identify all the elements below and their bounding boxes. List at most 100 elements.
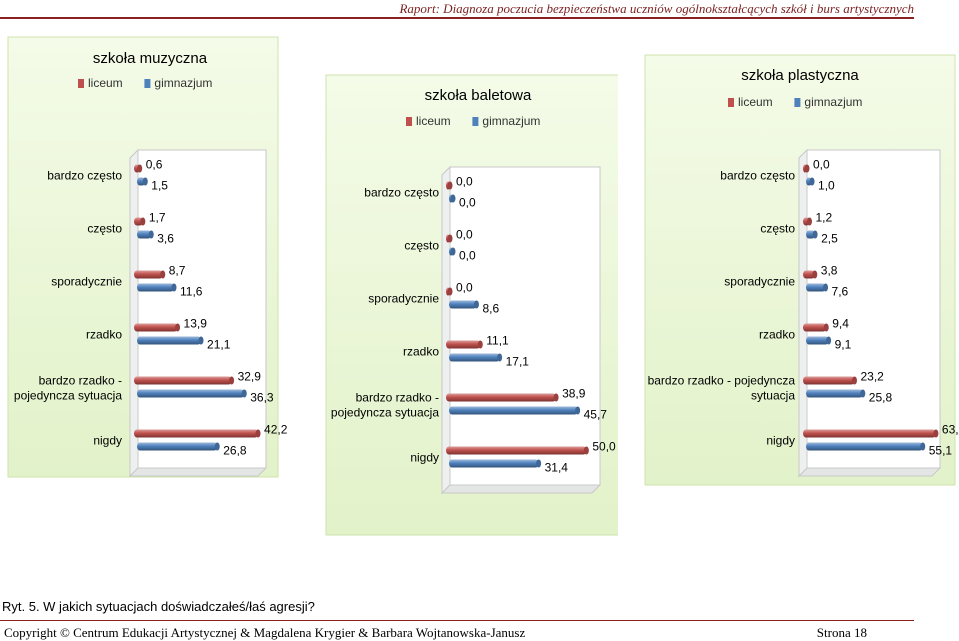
bar-cap xyxy=(536,459,542,468)
category-label-line: bardzo często xyxy=(720,169,795,183)
bar-gimnazjum xyxy=(137,336,204,345)
bar-liceum xyxy=(134,429,261,438)
category-label-line: często xyxy=(87,222,122,236)
bar-gimnazjum xyxy=(806,336,832,345)
data-label-gimnazjum: 11,6 xyxy=(180,285,203,299)
data-label-liceum: 0,6 xyxy=(146,158,163,172)
legend-swatch-liceum xyxy=(728,98,734,107)
data-label-gimnazjum: 0,0 xyxy=(459,196,476,210)
bar-cap xyxy=(583,446,589,455)
bar-body xyxy=(806,283,826,292)
bar-gimnazjum xyxy=(449,300,479,309)
data-label-gimnazjum: 8,6 xyxy=(482,302,499,316)
chart-music-school-svg: szkoła muzyczna liceum gimnazjum bardzo czę… xyxy=(7,36,288,478)
bar-cap xyxy=(447,234,453,243)
bar-cap xyxy=(860,389,866,398)
legend-label-gimnazjum: gimnazjum xyxy=(482,114,540,128)
bar-liceum xyxy=(803,323,829,332)
bar-cap xyxy=(497,353,503,362)
legend-swatch-liceum xyxy=(78,79,84,88)
bar-body xyxy=(134,376,232,385)
category-label: nigdy xyxy=(410,451,439,465)
plot-back-wall xyxy=(449,166,601,486)
legend-label-liceum: liceum xyxy=(88,76,123,90)
bar-cap xyxy=(812,230,818,239)
bar-cap xyxy=(823,283,829,292)
bar-cap xyxy=(171,283,177,292)
category-label: bardzo rzadko -pojedyncza sytuacja xyxy=(331,391,439,420)
bar-cap xyxy=(229,376,235,385)
plot-side-wall xyxy=(129,148,139,478)
data-label-gimnazjum: 3,6 xyxy=(157,232,174,246)
data-label-gimnazjum: 1,0 xyxy=(818,179,835,193)
bar-cap xyxy=(255,429,261,438)
bar-body xyxy=(803,323,827,332)
category-label: nigdy xyxy=(766,434,795,448)
report-title: Raport: Diagnoza poczucia bezpieczeństwa… xyxy=(399,1,914,16)
bar-cap xyxy=(851,376,857,385)
bar-body xyxy=(446,446,587,455)
category-label: sporadycznie xyxy=(51,275,122,289)
bar-cap xyxy=(450,194,456,203)
bar-cap xyxy=(473,300,479,309)
bar-cap xyxy=(175,323,181,332)
chart-ballet-school: szkoła baletowa liceum gimnazjum bardzo czę… xyxy=(318,70,647,540)
category-label-line: nigdy xyxy=(766,434,795,448)
bar-gimnazjum xyxy=(137,230,154,239)
bar-body xyxy=(449,353,500,362)
bar-body xyxy=(449,406,578,415)
legend-swatch-gimnazjum xyxy=(144,79,151,88)
bar-cap xyxy=(823,323,829,332)
data-label-gimnazjum: 55,1 xyxy=(929,444,953,458)
category-label-line: bardzo często xyxy=(364,186,439,200)
footer-rule xyxy=(0,620,914,621)
data-label-gimnazjum: 0,0 xyxy=(459,249,476,263)
category-label-line: rzadko xyxy=(86,328,122,342)
bar-liceum xyxy=(134,217,146,226)
chart-music-school: szkoła muzyczna liceum gimnazjum bardzo czę… xyxy=(0,30,290,490)
data-label-liceum: 42,2 xyxy=(264,423,288,437)
plot-side-wall xyxy=(798,148,808,478)
bar-gimnazjum xyxy=(137,442,220,451)
bar-body xyxy=(137,389,245,398)
category-label: bardzo często xyxy=(47,169,122,183)
category-label: bardzo rzadko -pojedyncza sytuacja xyxy=(14,374,122,403)
category-label-line: często xyxy=(404,239,439,253)
chart-art-school-svg: szkoła plastyczna liceum gimnazjum bardzo c… xyxy=(644,54,959,486)
category-label: rzadko xyxy=(86,328,122,342)
category-label: rzadko xyxy=(403,345,439,359)
bar-liceum xyxy=(134,376,235,385)
chart-ballet-school-svg: szkoła baletowa liceum gimnazjum bardzo czę… xyxy=(325,74,647,536)
legend-label-gimnazjum: gimnazjum xyxy=(154,76,212,90)
category-label-line: sporadycznie xyxy=(724,275,795,289)
bar-cap xyxy=(806,217,812,226)
data-label-liceum: 1,2 xyxy=(815,211,832,225)
bar-cap xyxy=(214,442,220,451)
category-label: rzadko xyxy=(759,328,795,342)
chart-title: szkoła muzyczna xyxy=(93,50,208,67)
bar-body xyxy=(806,442,923,451)
bar-cap xyxy=(575,406,581,415)
bar-gimnazjum xyxy=(449,247,456,256)
category-label-line: nigdy xyxy=(93,434,122,448)
category-label-line: często xyxy=(760,222,795,236)
category-label-line: pojedyncza sytuacja xyxy=(14,389,122,403)
bar-gimnazjum xyxy=(137,283,177,292)
legend: liceum gimnazjum xyxy=(78,76,212,90)
page-number: Strona 18 xyxy=(816,625,867,640)
data-label-liceum: 11,1 xyxy=(486,334,509,348)
bar-body xyxy=(137,442,218,451)
bar-body xyxy=(134,270,163,279)
category-label-line: nigdy xyxy=(410,451,439,465)
data-label-gimnazjum: 17,1 xyxy=(506,355,530,369)
category-label-line: rzadko xyxy=(403,345,439,359)
bar-cap xyxy=(812,270,818,279)
bar-body xyxy=(134,429,259,438)
data-label-gimnazjum: 9,1 xyxy=(835,338,852,352)
data-label-liceum: 13,9 xyxy=(184,317,208,331)
data-label-liceum: 0,0 xyxy=(456,175,473,189)
bar-body xyxy=(137,283,174,292)
bar-body xyxy=(803,270,815,279)
bar-body xyxy=(449,300,477,309)
bar-cap xyxy=(137,164,143,173)
